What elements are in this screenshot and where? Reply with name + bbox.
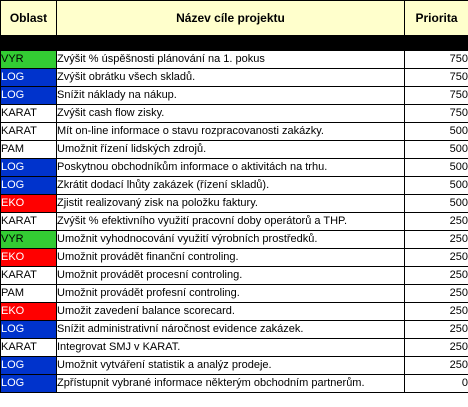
goal-name-cell[interactable]: Zjistit realizovaný zisk na položku fakt… bbox=[56, 194, 405, 213]
goal-name-cell[interactable]: Snížit administrativní náročnost evidenc… bbox=[56, 320, 405, 339]
column-header-area[interactable]: Oblast bbox=[0, 0, 57, 36]
goal-name-cell[interactable]: Zvýšit % efektivního využití pracovní do… bbox=[56, 212, 405, 231]
area-cell[interactable]: VYR bbox=[0, 50, 57, 69]
goal-name-cell[interactable]: Umožit zavedení balance scorecard. bbox=[56, 302, 405, 321]
area-cell[interactable]: KARAT bbox=[0, 104, 57, 123]
separator-row bbox=[0, 35, 468, 51]
goal-name-cell[interactable]: Poskytnou obchodníkům informace o aktivi… bbox=[56, 158, 405, 177]
goal-name-cell[interactable]: Integrovat SMJ v KARAT. bbox=[56, 338, 405, 357]
priority-cell[interactable]: 250 bbox=[404, 356, 468, 375]
priority-cell[interactable]: 500 bbox=[404, 122, 468, 141]
goal-name-cell[interactable]: Mít on-line informace o stavu rozpracova… bbox=[56, 122, 405, 141]
area-cell[interactable]: EKO bbox=[0, 194, 57, 213]
goal-name-cell[interactable]: Umožnit provádět procesní controling. bbox=[56, 266, 405, 285]
table-row: LOG Zpřístupnit vybrané informace některý… bbox=[0, 374, 468, 393]
table-row: EKO Umožnit provádět finanční controling.… bbox=[0, 248, 468, 267]
table-row: LOG Snížit náklady na nákup. 750 bbox=[0, 86, 468, 105]
goal-name-cell[interactable]: Zvýšit cash flow zisky. bbox=[56, 104, 405, 123]
priority-cell[interactable]: 0 bbox=[404, 374, 468, 393]
table-row: LOG Umožnit vytváření statistik a analýz … bbox=[0, 356, 468, 375]
goal-name-cell[interactable]: Snížit náklady na nákup. bbox=[56, 86, 405, 105]
table-row: LOG Zkrátit dodací lhůty zakázek (řízení … bbox=[0, 176, 468, 195]
header-row: Oblast Název cíle projektu Priorita bbox=[0, 0, 468, 36]
table-row: LOG Poskytnou obchodníkům informace o akt… bbox=[0, 158, 468, 177]
goal-name-cell[interactable]: Umožnit vytváření statistik a analýz pro… bbox=[56, 356, 405, 375]
column-header-priority[interactable]: Priorita bbox=[404, 0, 468, 36]
table-row: EKO Zjistit realizovaný zisk na položku f… bbox=[0, 194, 468, 213]
priority-cell[interactable]: 250 bbox=[404, 266, 468, 285]
priority-cell[interactable]: 250 bbox=[404, 302, 468, 321]
separator-cell bbox=[56, 35, 405, 51]
table-row: LOG Snížit administrativní náročnost evid… bbox=[0, 320, 468, 339]
goal-name-cell[interactable]: Umožnit řízení lidských zdrojů. bbox=[56, 140, 405, 159]
column-header-name[interactable]: Název cíle projektu bbox=[56, 0, 405, 36]
table-row: VYR Zvýšit % úspěšnosti plánování na 1. p… bbox=[0, 50, 468, 69]
area-cell[interactable]: LOG bbox=[0, 176, 57, 195]
area-cell[interactable]: LOG bbox=[0, 320, 57, 339]
table-row: LOG Zvýšit obrátku všech skladů. 750 bbox=[0, 68, 468, 87]
table-row: KARAT Mít on-line informace o stavu rozpr… bbox=[0, 122, 468, 141]
area-cell[interactable]: LOG bbox=[0, 158, 57, 177]
priority-cell[interactable]: 750 bbox=[404, 86, 468, 105]
table-row: KARAT Zvýšit cash flow zisky. 750 bbox=[0, 104, 468, 123]
area-cell[interactable]: KARAT bbox=[0, 122, 57, 141]
priority-cell[interactable]: 500 bbox=[404, 176, 468, 195]
goal-name-cell[interactable]: Umožnit vyhodnocování využití výrobních … bbox=[56, 230, 405, 249]
area-cell[interactable]: LOG bbox=[0, 68, 57, 87]
area-cell[interactable]: KARAT bbox=[0, 212, 57, 231]
priority-cell[interactable]: 250 bbox=[404, 284, 468, 303]
area-cell[interactable]: PAM bbox=[0, 140, 57, 159]
table-row: PAM Umožnit řízení lidských zdrojů. 500 bbox=[0, 140, 468, 159]
separator-cell bbox=[404, 35, 468, 51]
goal-name-cell[interactable]: Zkrátit dodací lhůty zakázek (řízení skl… bbox=[56, 176, 405, 195]
area-cell[interactable]: PAM bbox=[0, 284, 57, 303]
priority-cell[interactable]: 250 bbox=[404, 230, 468, 249]
separator-cell bbox=[0, 35, 57, 51]
area-cell[interactable]: LOG bbox=[0, 374, 57, 393]
priority-cell[interactable]: 500 bbox=[404, 140, 468, 159]
priority-cell[interactable]: 500 bbox=[404, 158, 468, 177]
table-row: EKO Umožit zavedení balance scorecard. 250 bbox=[0, 302, 468, 321]
area-cell[interactable]: KARAT bbox=[0, 266, 57, 285]
area-cell[interactable]: EKO bbox=[0, 302, 57, 321]
priority-cell[interactable]: 750 bbox=[404, 50, 468, 69]
table-row: KARAT Zvýšit % efektivního využití pracov… bbox=[0, 212, 468, 231]
priority-cell[interactable]: 250 bbox=[404, 248, 468, 267]
priority-cell[interactable]: 500 bbox=[404, 194, 468, 213]
area-cell[interactable]: KARAT bbox=[0, 338, 57, 357]
priority-cell[interactable]: 250 bbox=[404, 338, 468, 357]
area-cell[interactable]: EKO bbox=[0, 248, 57, 267]
area-cell[interactable]: LOG bbox=[0, 356, 57, 375]
goal-name-cell[interactable]: Umožnit provádět finanční controling. bbox=[56, 248, 405, 267]
goal-name-cell[interactable]: Umožnit provádět profesní controling. bbox=[56, 284, 405, 303]
goal-name-cell[interactable]: Zvýšit % úspěšnosti plánování na 1. poku… bbox=[56, 50, 405, 69]
priority-cell[interactable]: 750 bbox=[404, 68, 468, 87]
priority-cell[interactable]: 250 bbox=[404, 212, 468, 231]
table-row: KARAT Integrovat SMJ v KARAT. 250 bbox=[0, 338, 468, 357]
goal-name-cell[interactable]: Zvýšit obrátku všech skladů. bbox=[56, 68, 405, 87]
priority-cell[interactable]: 750 bbox=[404, 104, 468, 123]
table-row: KARAT Umožnit provádět procesní controlin… bbox=[0, 266, 468, 285]
area-cell[interactable]: VYR bbox=[0, 230, 57, 249]
project-goals-table: Oblast Název cíle projektu Priorita VYR Z… bbox=[0, 0, 468, 393]
goal-name-cell[interactable]: Zpřístupnit vybrané informace některým o… bbox=[56, 374, 405, 393]
priority-cell[interactable]: 250 bbox=[404, 320, 468, 339]
table-row: PAM Umožnit provádět profesní controling.… bbox=[0, 284, 468, 303]
area-cell[interactable]: LOG bbox=[0, 86, 57, 105]
table-row: VYR Umožnit vyhodnocování využití výrobní… bbox=[0, 230, 468, 249]
